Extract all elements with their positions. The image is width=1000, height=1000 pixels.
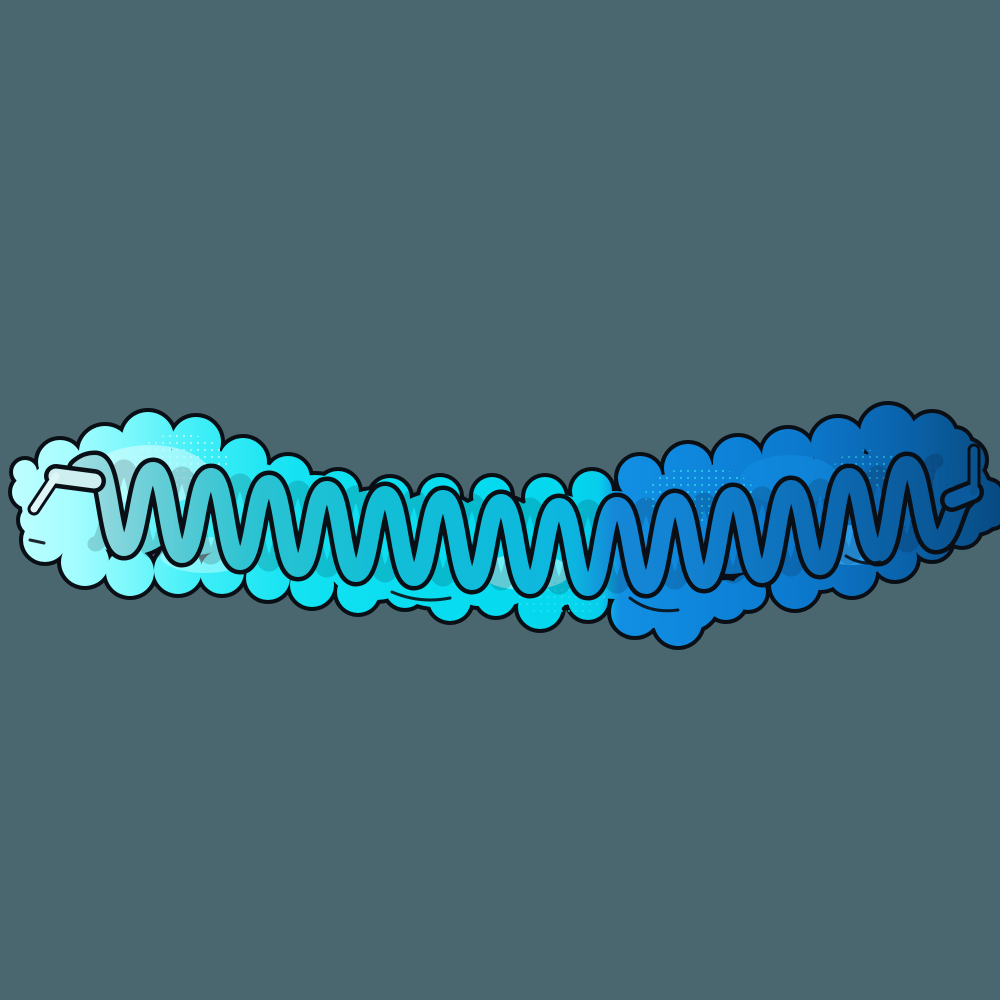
n-terminus-bond xyxy=(30,472,60,513)
alpha-helix-ribbon xyxy=(71,455,972,596)
surface-creases xyxy=(28,538,882,613)
n-terminus-cap xyxy=(48,468,102,489)
c-terminus-cap xyxy=(944,484,980,508)
